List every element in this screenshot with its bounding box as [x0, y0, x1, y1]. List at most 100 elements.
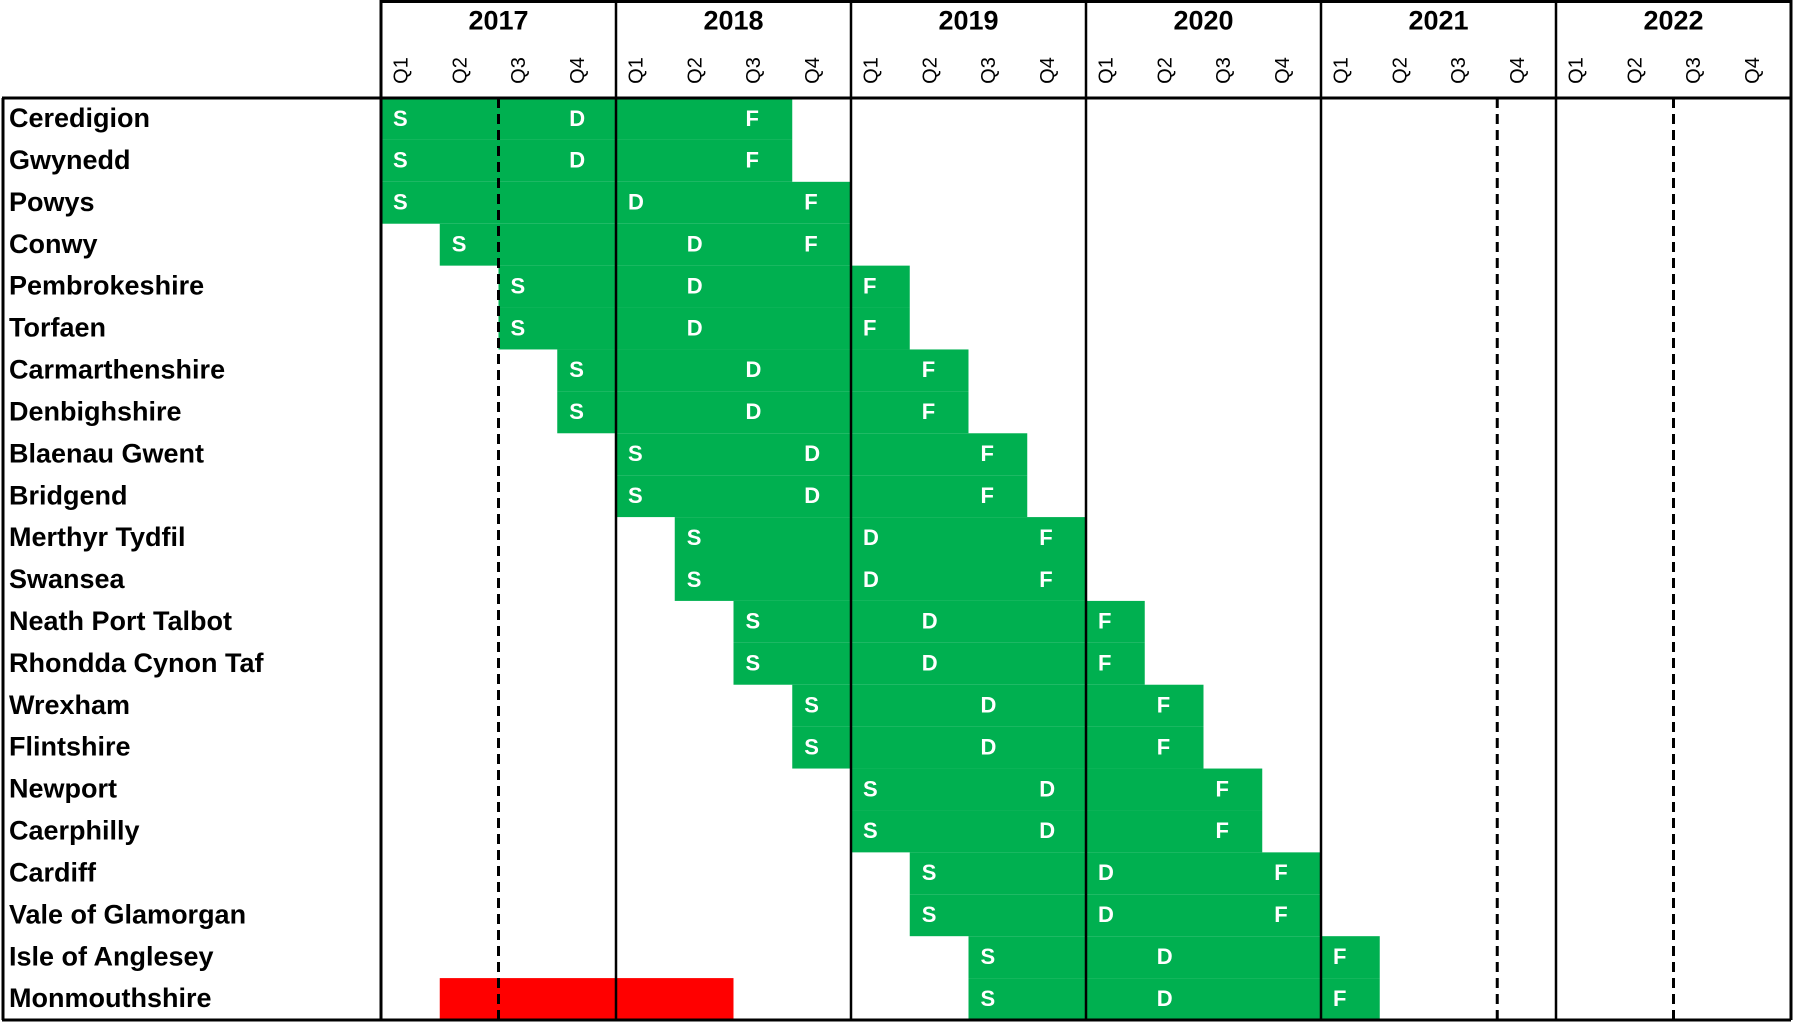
bar-active	[733, 642, 1145, 685]
milestone: S	[863, 818, 878, 843]
milestone: F	[863, 273, 876, 298]
bar-active	[851, 768, 1263, 811]
bar-active	[733, 600, 1145, 643]
row-label: Merthyr Tydfil	[9, 522, 186, 552]
row-label: Powys	[9, 187, 95, 217]
quarter-label: Q4	[567, 57, 589, 84]
year-label: 2019	[938, 6, 998, 36]
quarter-label: Q1	[1096, 57, 1118, 84]
row-label: Bridgend	[9, 480, 128, 510]
bar-active	[674, 517, 1086, 559]
row-label: Flintshire	[9, 732, 131, 762]
row-label: Monmouthshire	[9, 983, 212, 1013]
milestone: F	[922, 357, 935, 382]
milestone: D	[746, 399, 762, 424]
bar-active	[439, 223, 851, 266]
milestone: F	[1333, 986, 1346, 1011]
bar-active	[498, 265, 910, 308]
milestone: S	[687, 567, 702, 592]
milestone: D	[804, 441, 820, 466]
bar-active	[851, 810, 1263, 853]
milestone: D	[863, 525, 879, 550]
milestone: S	[628, 441, 643, 466]
bar-active	[498, 307, 910, 350]
milestone: S	[393, 106, 408, 131]
milestone: D	[569, 106, 585, 131]
year-label: 2020	[1173, 6, 1233, 36]
row-label: Swansea	[9, 564, 126, 594]
quarter-label: Q2	[1624, 57, 1646, 84]
bar-active	[381, 139, 793, 182]
milestone: F	[1216, 818, 1229, 843]
quarter-label: Q4	[802, 57, 824, 84]
milestone: D	[863, 567, 879, 592]
quarter-label: Q1	[1566, 57, 1588, 84]
milestone: F	[1333, 944, 1346, 969]
bar-active	[381, 98, 793, 140]
quarter-label: Q2	[1389, 57, 1411, 84]
row-label: Rhondda Cynon Taf	[9, 648, 264, 678]
quarter-label: Q1	[626, 57, 648, 84]
bar-active	[792, 684, 1204, 727]
quarter-label: Q1	[861, 57, 883, 84]
milestone: S	[569, 357, 584, 382]
milestone: D	[1039, 818, 1055, 843]
year-label: 2017	[468, 6, 528, 36]
quarter-label: Q3	[508, 57, 530, 84]
row-label: Newport	[9, 774, 117, 804]
milestone: D	[1098, 860, 1114, 885]
row-label: Cardiff	[9, 857, 97, 887]
milestone: S	[922, 860, 937, 885]
row-label: Pembrokeshire	[9, 271, 204, 301]
row-label: Isle of Anglesey	[9, 941, 214, 971]
milestone: F	[981, 441, 994, 466]
quarter-label: Q3	[743, 57, 765, 84]
quarter-label: Q2	[684, 57, 706, 84]
bar-active	[909, 894, 1321, 937]
bar-active	[909, 852, 1321, 895]
milestone: F	[981, 483, 994, 508]
row-label: Ceredigion	[9, 103, 150, 133]
row-label: Conwy	[9, 229, 98, 259]
quarter-label: Q1	[1331, 57, 1353, 84]
bar-active	[557, 391, 969, 434]
row-label: Caerphilly	[9, 816, 140, 846]
row-label: Vale of Glamorgan	[9, 899, 246, 929]
milestone: S	[804, 734, 819, 759]
milestone: F	[1216, 776, 1229, 801]
year-label: 2018	[703, 6, 763, 36]
milestone: D	[804, 483, 820, 508]
row-label: Blaenau Gwent	[9, 438, 204, 468]
row-label: Denbighshire	[9, 396, 182, 426]
milestone: D	[1098, 902, 1114, 927]
milestone: S	[981, 986, 996, 1011]
milestone: D	[746, 357, 762, 382]
milestone: D	[687, 315, 703, 340]
milestone: F	[922, 399, 935, 424]
milestone: F	[1098, 609, 1111, 634]
milestone: S	[746, 651, 761, 676]
milestone: S	[981, 944, 996, 969]
quarter-label: Q2	[449, 57, 471, 84]
milestone: F	[863, 315, 876, 340]
bar-active	[616, 475, 1028, 518]
bar-active	[616, 433, 1028, 476]
quarter-label: Q3	[978, 57, 1000, 84]
milestone: F	[1157, 734, 1170, 759]
milestone: F	[746, 148, 759, 173]
quarter-label: Q4	[1272, 57, 1294, 84]
milestone: F	[1098, 651, 1111, 676]
milestone: F	[746, 106, 759, 131]
quarter-label: Q4	[1742, 57, 1764, 84]
row-label: Wrexham	[9, 690, 130, 720]
bar-paused	[439, 978, 734, 1020]
row-label: Neath Port Talbot	[9, 606, 232, 636]
row-label: Torfaen	[9, 313, 106, 343]
quarter-label: Q4	[1037, 57, 1059, 84]
bar-active	[792, 726, 1204, 769]
milestone: S	[569, 399, 584, 424]
milestone: S	[863, 776, 878, 801]
quarter-label: Q2	[919, 57, 941, 84]
quarter-label: Q3	[1448, 57, 1470, 84]
milestone: D	[1039, 776, 1055, 801]
